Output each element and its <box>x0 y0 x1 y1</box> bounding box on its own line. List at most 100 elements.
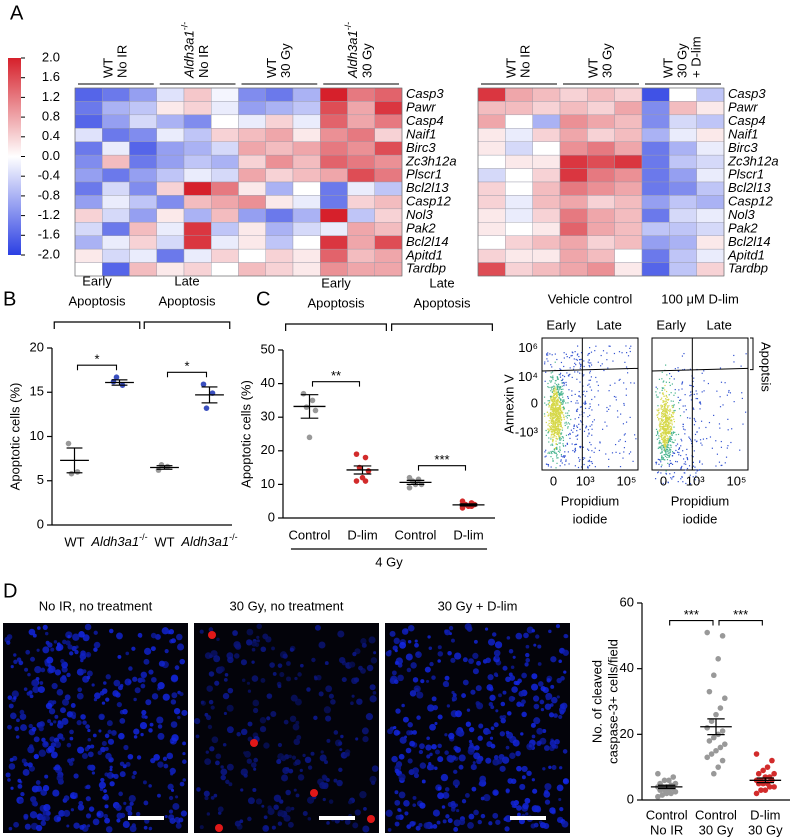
nucleus <box>548 766 551 769</box>
nucleus <box>169 810 173 814</box>
nucleus <box>492 813 498 819</box>
heatmap-cell <box>157 101 184 114</box>
nucleus <box>479 783 482 786</box>
event-dot <box>662 388 663 389</box>
event-dot <box>670 426 671 427</box>
nucleus <box>289 755 292 758</box>
heatmap-cell <box>587 236 614 249</box>
event-dot <box>662 393 663 394</box>
event-dot <box>588 450 589 451</box>
event-dot <box>559 413 560 414</box>
event-dot <box>693 409 694 410</box>
event-dot <box>554 435 555 436</box>
event-dot <box>590 362 591 363</box>
group-label: 30 Gy <box>599 43 614 78</box>
nucleus <box>87 671 93 677</box>
event-dot <box>560 416 561 417</box>
scale-bar <box>128 816 164 820</box>
nucleus <box>448 818 453 823</box>
heatmap-cell <box>157 88 184 101</box>
significance-label: *** <box>684 607 699 622</box>
caspase-signal <box>215 824 223 832</box>
event-dot <box>557 418 558 419</box>
event-dot <box>668 425 669 426</box>
event-dot <box>564 352 565 353</box>
event-dot <box>595 346 596 347</box>
heatmap-cell <box>587 101 614 114</box>
event-dot <box>585 403 586 404</box>
heatmap-cell <box>320 222 347 235</box>
event-dot <box>681 476 682 477</box>
nucleus <box>39 814 45 820</box>
nucleus <box>224 712 227 715</box>
event-dot <box>625 441 626 442</box>
event-dot <box>666 424 667 425</box>
nucleus <box>415 639 418 642</box>
event-dot <box>666 438 667 439</box>
event-dot <box>566 384 567 385</box>
event-dot <box>625 345 626 346</box>
nucleus <box>468 658 474 664</box>
nucleus <box>394 800 400 806</box>
nucleus <box>42 646 49 653</box>
heatmap-cell <box>266 142 293 155</box>
heatmap-cell <box>669 182 696 195</box>
event-dot <box>551 406 552 407</box>
event-dot <box>555 407 556 408</box>
event-dot <box>589 353 590 354</box>
event-dot <box>666 408 667 409</box>
event-dot <box>670 441 671 442</box>
nucleus <box>17 779 21 783</box>
event-dot <box>554 390 555 391</box>
significance-label: *** <box>434 452 449 467</box>
nucleus <box>427 635 430 638</box>
nucleus <box>308 817 312 821</box>
nucleus <box>548 630 551 633</box>
heatmap-cell <box>615 142 642 155</box>
heatmap-cell <box>75 236 102 249</box>
event-dot <box>667 407 668 408</box>
event-dot <box>619 351 620 352</box>
event-dot <box>559 416 560 417</box>
event-dot <box>563 409 564 410</box>
event-dot <box>660 433 661 434</box>
event-dot <box>721 382 722 383</box>
nucleus <box>544 783 551 790</box>
event-dot <box>667 450 668 451</box>
nucleus <box>232 630 238 636</box>
event-dot <box>702 391 703 392</box>
event-dot <box>663 431 664 432</box>
event-dot <box>668 431 669 432</box>
nucleus <box>506 731 510 735</box>
data-point <box>75 469 81 475</box>
y-axis-label: Apoptotic cells (%) <box>238 380 253 488</box>
event-dot <box>548 452 549 453</box>
group-title: Late <box>429 275 454 290</box>
nucleus <box>502 666 507 671</box>
event-dot <box>556 426 557 427</box>
event-dot <box>614 396 615 397</box>
heatmap-cell <box>587 263 614 276</box>
nucleus <box>6 772 11 777</box>
nucleus <box>541 708 544 711</box>
heatmap-cell <box>642 115 669 128</box>
nucleus <box>273 672 277 676</box>
event-dot <box>576 411 577 412</box>
event-dot <box>560 439 561 440</box>
nucleus <box>295 759 301 765</box>
heatmap-cell <box>211 263 238 276</box>
event-dot <box>673 433 674 434</box>
event-dot <box>674 472 675 473</box>
nucleus <box>511 801 516 806</box>
data-point <box>754 791 760 797</box>
x-tick-label: No IR <box>650 822 683 837</box>
event-dot <box>675 368 676 369</box>
nucleus <box>492 789 498 795</box>
nucleus <box>415 651 422 658</box>
event-dot <box>591 390 592 391</box>
event-dot <box>591 409 592 410</box>
data-point <box>310 398 316 404</box>
event-dot <box>553 422 554 423</box>
event-dot <box>699 408 700 409</box>
nucleus <box>550 685 554 689</box>
